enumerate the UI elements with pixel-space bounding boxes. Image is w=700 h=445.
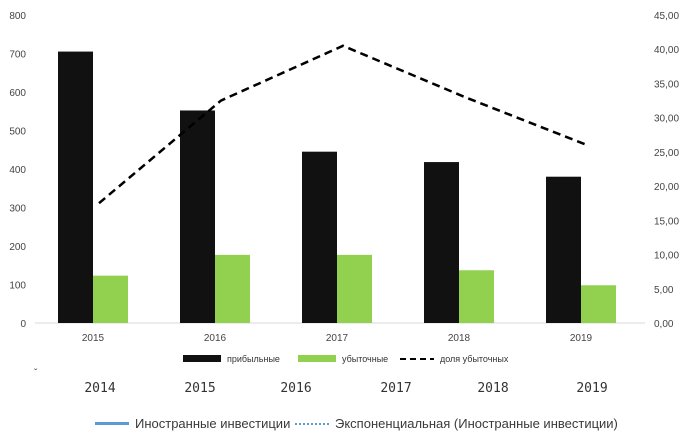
underlay-year-label: 2018 — [477, 381, 508, 396]
bar-profitable — [424, 162, 459, 323]
bar-profitable — [180, 110, 215, 323]
x-axis-ticks: 2015 2016 2017 2018 2019 — [82, 333, 593, 344]
legend-label: прибыльные — [227, 354, 280, 364]
right-tick-label: 15,00 — [654, 216, 679, 227]
right-tick-label: 20,00 — [654, 182, 679, 193]
right-tick-label: 40,00 — [654, 45, 679, 56]
line-share-unprofitable — [98, 44, 588, 205]
bar-unprofitable — [337, 254, 372, 323]
underlay-year-label: 2019 — [576, 381, 607, 396]
left-tick-label: 700 — [9, 50, 26, 61]
bar-unprofitable — [459, 270, 494, 323]
underlay-mark: ˇ — [34, 367, 38, 379]
bar-profitable — [302, 151, 337, 323]
left-tick-label: 100 — [9, 281, 26, 292]
legend-label: убыточные — [342, 354, 388, 364]
left-axis: 0 100 200 300 400 500 600 700 800 — [9, 11, 26, 330]
left-tick-label: 600 — [9, 88, 26, 99]
left-tick-label: 300 — [9, 204, 26, 215]
underlay-year-label: 2015 — [184, 381, 215, 396]
underlay-years: 2014 2015 2016 2017 2018 2019 — [84, 381, 607, 396]
legend-label-dotted: Экспоненциальная (Иностранные инвестиции… — [335, 416, 618, 431]
right-axis: 0,00 5,00 10,00 15,00 20,00 25,00 30,00 35,00 40… — [654, 11, 679, 330]
legend-label-solid: Иностранные инвестиции — [135, 416, 291, 431]
bar-profitable — [546, 176, 581, 323]
bar-profitable — [58, 51, 93, 323]
left-tick-label: 400 — [9, 165, 26, 176]
dotted-line-swatch — [295, 422, 329, 425]
x-tick-label: 2017 — [326, 333, 349, 344]
x-tick-label: 2018 — [448, 333, 471, 344]
right-tick-label: 5,00 — [654, 285, 674, 296]
line-series-group — [98, 44, 588, 205]
left-tick-label: 200 — [9, 242, 26, 253]
legend-item-dotted: Экспоненциальная (Иностранные инвестиции… — [295, 416, 618, 431]
x-tick-label: 2019 — [570, 333, 593, 344]
x-tick-label: 2015 — [82, 333, 105, 344]
right-tick-label: 10,00 — [654, 251, 679, 262]
x-tick-label: 2016 — [204, 333, 227, 344]
underlay-legend: Иностранные инвестиции Экспоненциальная … — [0, 410, 700, 440]
right-tick-label: 30,00 — [654, 114, 679, 125]
legend-label: доля убыточных — [440, 354, 509, 364]
left-tick-label: 500 — [9, 127, 26, 138]
underlay-year-label: 2014 — [84, 381, 115, 396]
bar-unprofitable — [215, 254, 250, 323]
legend-swatch — [183, 355, 221, 362]
solid-line-swatch — [95, 422, 129, 425]
underlay-year-label: 2017 — [380, 381, 411, 396]
underlay-year-label: 2016 — [280, 381, 311, 396]
right-tick-label: 0,00 — [654, 319, 674, 330]
right-tick-label: 25,00 — [654, 148, 679, 159]
left-tick-label: 800 — [9, 11, 26, 22]
bars-group — [58, 51, 616, 323]
legend-swatch — [298, 355, 336, 362]
right-tick-label: 45,00 — [654, 11, 679, 22]
bar-unprofitable — [93, 275, 128, 323]
legend-item-solid: Иностранные инвестиции — [95, 416, 290, 431]
bar-unprofitable — [581, 285, 616, 323]
left-tick-label: 0 — [20, 319, 26, 330]
chart-legend: прибыльные убыточные доля убыточных — [183, 354, 509, 364]
right-tick-label: 35,00 — [654, 79, 679, 90]
